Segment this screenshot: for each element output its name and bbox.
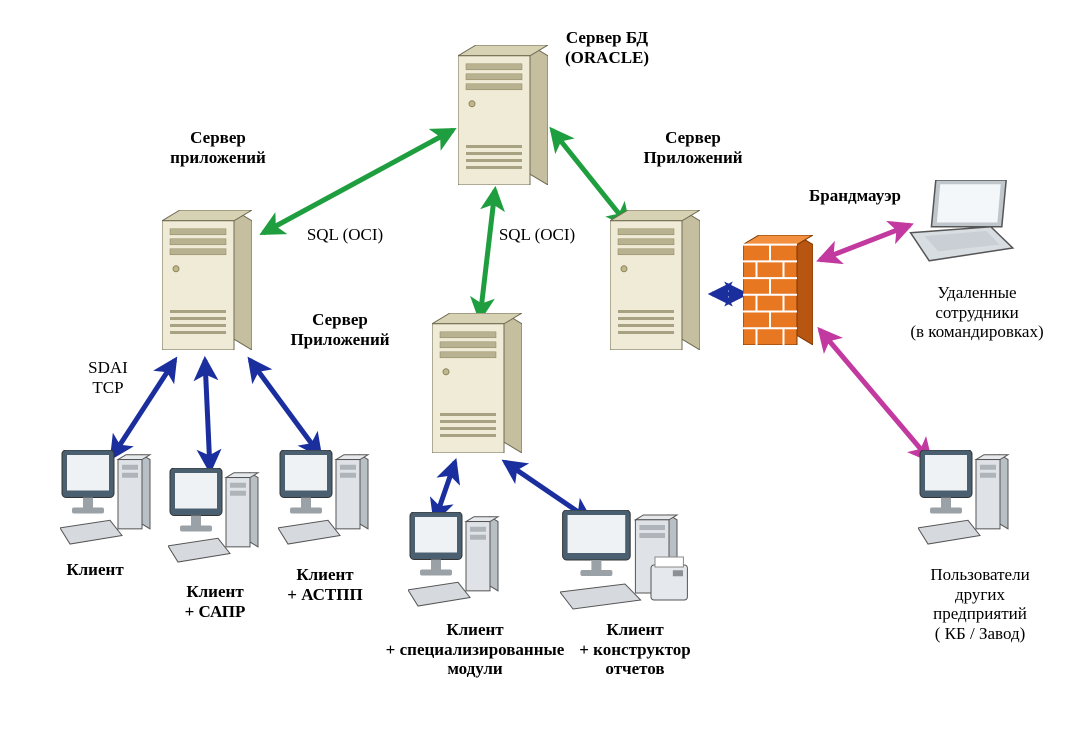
label: SQL (OCI): [307, 225, 383, 245]
db-server-icon: [458, 45, 548, 185]
label: Сервер приложений: [170, 128, 266, 167]
arrow: [820, 330, 930, 460]
arrow: [480, 190, 495, 318]
arrow: [263, 130, 453, 233]
label: Брандмауэр: [809, 186, 901, 206]
label: Сервер Приложений: [290, 310, 389, 349]
arrow: [820, 225, 910, 260]
label: Клиент + специализированные модули: [386, 620, 565, 679]
app-server-left-icon: [162, 210, 252, 350]
label: Сервер БД (ORACLE): [565, 28, 649, 67]
laptop-icon: [905, 180, 1015, 265]
label: Клиент + АСТПП: [287, 565, 362, 604]
label: SQL (OCI): [499, 225, 575, 245]
firewall-icon: [743, 235, 813, 345]
app-server-mid-icon: [432, 313, 522, 453]
client4-icon: [408, 512, 508, 607]
label: SDAI TCP: [88, 358, 128, 397]
label: Клиент + САПР: [185, 582, 246, 621]
diagram-stage: Сервер БД (ORACLE) Сервер приложений Серве…: [0, 0, 1070, 737]
label: Удаленные сотрудники (в командировках): [910, 283, 1043, 342]
app-server-right-icon: [610, 210, 700, 350]
label: Пользователи других предприятий ( КБ / З…: [930, 565, 1029, 643]
client1-icon: [60, 450, 160, 545]
label: Сервер Приложений: [643, 128, 742, 167]
arrow: [250, 360, 320, 455]
arrow: [205, 360, 210, 470]
client3-icon: [278, 450, 378, 545]
label: Клиент: [66, 560, 123, 580]
label: Клиент + конструктор отчетов: [579, 620, 691, 679]
client-remote-icon: [918, 450, 1018, 545]
client2-icon: [168, 468, 268, 563]
client5-icon: [560, 510, 690, 610]
